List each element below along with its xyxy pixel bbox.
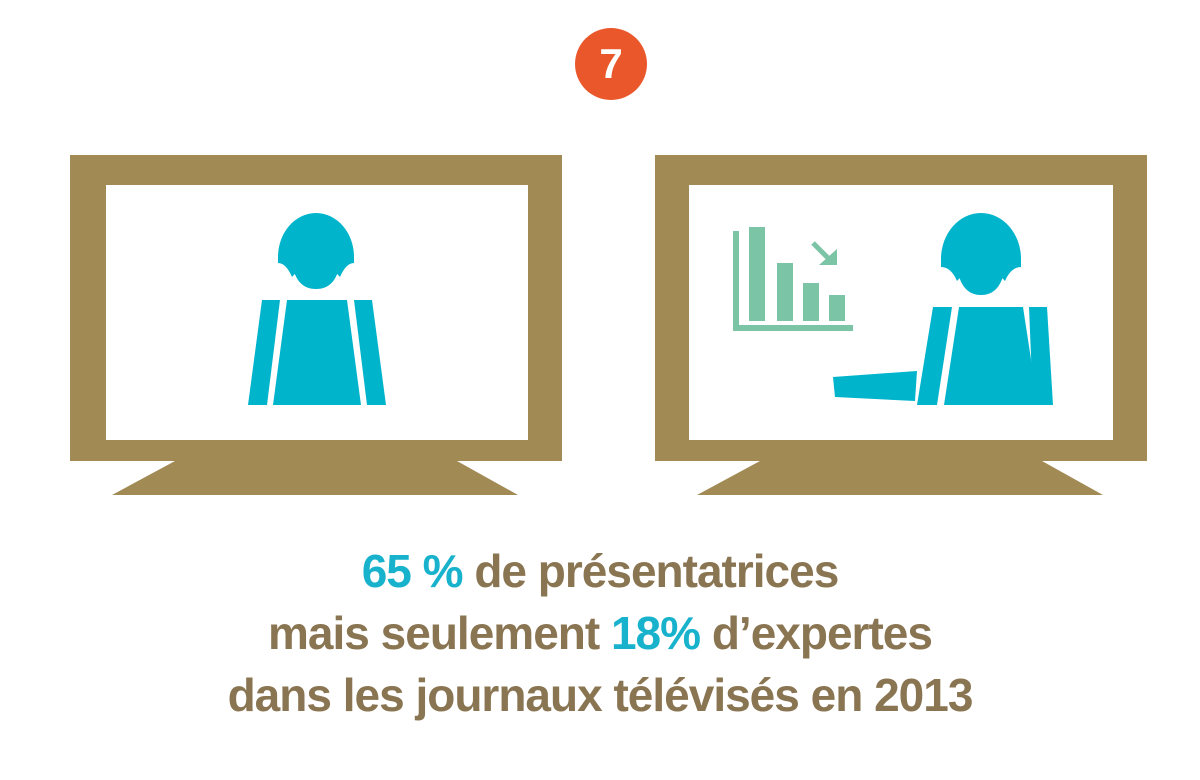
number-badge: 7 xyxy=(575,28,647,100)
caption-line-3: dans les journaux télévisés en 2013 xyxy=(227,669,974,721)
tv-presenter-illustration xyxy=(70,155,562,495)
declining-bar-chart-icon xyxy=(733,227,853,331)
caption-line-1: 65 % de présentatrices xyxy=(0,540,1200,602)
presenter-woman-icon xyxy=(248,213,386,405)
presenters-percentage: 65 % xyxy=(361,545,464,597)
caption-line-1-text: de présentatrices xyxy=(462,545,839,597)
experts-percentage: 18% xyxy=(610,607,701,659)
tv-expert-illustration xyxy=(655,155,1147,495)
statistic-caption: 65 % de présentatrices mais seulement 18… xyxy=(0,540,1200,726)
television-icon xyxy=(655,155,1147,495)
caption-line-2: mais seulement 18% d’expertes xyxy=(0,602,1200,664)
caption-line-2-text-before: mais seulement xyxy=(268,607,611,659)
badge-number: 7 xyxy=(599,40,623,87)
caption-line-2-text-after: d’expertes xyxy=(700,607,933,659)
expert-woman-icon xyxy=(833,213,1053,405)
down-right-arrow-icon xyxy=(811,241,837,265)
